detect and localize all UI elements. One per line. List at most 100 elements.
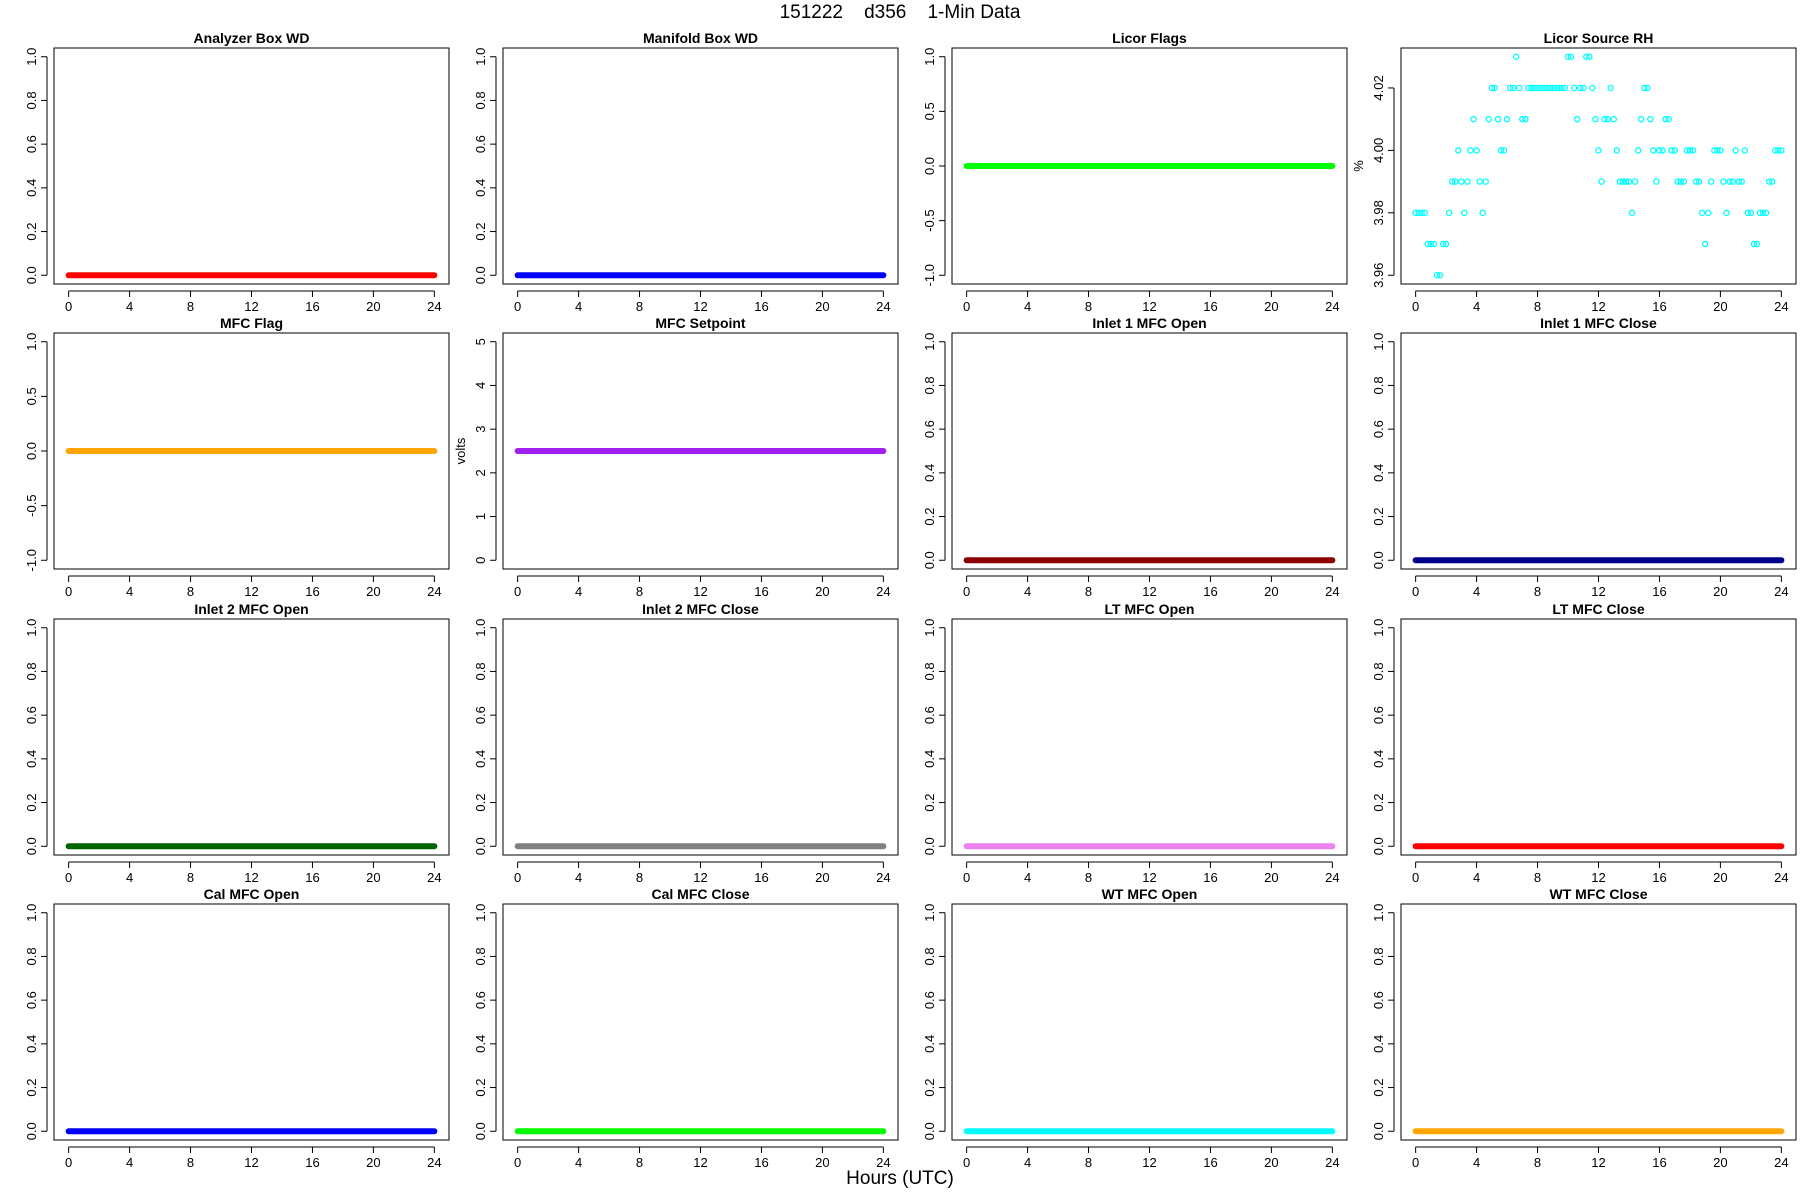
y-tick-label: 1.0: [922, 619, 937, 637]
x-tick-label: 0: [514, 1155, 521, 1170]
data-point: [1671, 147, 1678, 154]
x-tick-label: 0: [514, 870, 521, 885]
x-tick-label: 20: [366, 584, 380, 599]
y-tick-label: 0.8: [922, 376, 937, 394]
data-point: [1753, 240, 1761, 248]
x-tick-label: 24: [427, 299, 441, 314]
chart-panel: Analyzer Box WD 0 4 8 12 16 20 24 0.0 0.2 0.4 0.6 0.…: [24, 30, 450, 314]
y-tick-label: 1.0: [1371, 904, 1386, 922]
x-tick-label: 8: [636, 584, 643, 599]
panel-title: Inlet 2 MFC Close: [642, 601, 759, 617]
data-point: [1714, 147, 1721, 154]
data-point: [1634, 147, 1642, 154]
data-point: [1628, 209, 1636, 217]
data-point: [1479, 209, 1486, 217]
data-point: [1476, 178, 1483, 185]
data-point: [1741, 147, 1749, 154]
panel-title: WT MFC Open: [1102, 886, 1198, 902]
x-tick-label: 24: [1774, 299, 1788, 314]
chart-panel: MFC Flag 0 4 8 12 16 20 24 -1.0 -0.5 0.0 0.5 1.0: [24, 315, 450, 599]
y-tick-label: 0.4: [473, 750, 488, 768]
chart-panel: Cal MFC Open 0 4 8 12 16 20 24 0.0 0.2 0.4 0.6 0.8 1.…: [24, 886, 450, 1170]
y-axis-label: %: [1351, 160, 1366, 172]
y-tick-label: 0.6: [922, 991, 937, 1009]
x-tick-label: 20: [815, 1155, 829, 1170]
y-tick-label: 0.8: [922, 947, 937, 965]
y-tick-label: 0.8: [1371, 947, 1386, 965]
data-point: [1647, 115, 1654, 123]
data-point: [1537, 84, 1544, 92]
x-tick-label: 16: [1203, 1155, 1217, 1170]
x-tick-label: 8: [1085, 584, 1092, 599]
y-tick-label: 0.8: [922, 662, 937, 680]
y-tick-label: 0.6: [1371, 991, 1386, 1009]
data-point: [1656, 147, 1663, 154]
data-point: [1616, 178, 1624, 185]
y-tick-label: 1.0: [473, 48, 488, 66]
data-point: [1683, 147, 1691, 154]
y-tick-label: 0.4: [922, 750, 937, 768]
y-tick-label: 0.6: [473, 991, 488, 1009]
y-tick-label: 0.2: [473, 223, 488, 241]
x-tick-label: 12: [1142, 870, 1156, 885]
chart-panel: Licor Flags 0 4 8 12 16 20 24 -1.0 -0.5 0.0 0.5 1.0: [922, 30, 1348, 314]
data-point: [1427, 240, 1435, 248]
x-tick-label: 0: [963, 1155, 970, 1170]
y-tick-label: 0.0: [922, 157, 937, 175]
y-tick-label: 0.6: [1371, 706, 1386, 724]
x-tick-label: 20: [1713, 584, 1727, 599]
y-tick-label: 3.96: [1371, 263, 1386, 288]
data-point: [1445, 209, 1453, 217]
data-point: [1686, 147, 1694, 154]
plot-frame: [502, 903, 899, 1141]
y-tick-label: 0.2: [922, 1079, 937, 1097]
x-tick-label: 8: [1085, 1155, 1092, 1170]
data-point: [1720, 178, 1727, 185]
y-tick-label: -0.5: [24, 494, 39, 516]
data-series: [1412, 53, 1785, 279]
x-tick-label: 0: [65, 1155, 72, 1170]
plot-frame: [502, 618, 899, 856]
y-tick-label: 1.0: [473, 904, 488, 922]
y-tick-label: 0.0: [473, 837, 488, 855]
data-point: [1485, 115, 1493, 123]
data-point: [1512, 53, 1520, 60]
y-tick-label: 0.2: [473, 1079, 488, 1097]
x-tick-label: 24: [1325, 299, 1339, 314]
x-tick-label: 24: [876, 870, 890, 885]
x-tick-label: 24: [427, 1155, 441, 1170]
y-tick-label: 0.8: [24, 947, 39, 965]
x-tick-label: 16: [754, 1155, 768, 1170]
x-tick-label: 0: [963, 584, 970, 599]
panel-title: Cal MFC Open: [204, 886, 300, 902]
x-tick-label: 16: [1652, 584, 1666, 599]
panel-title: Analyzer Box WD: [194, 30, 310, 46]
x-tick-label: 8: [1534, 299, 1541, 314]
data-point: [1659, 147, 1666, 154]
x-tick-label: 0: [65, 584, 72, 599]
data-point: [1412, 209, 1419, 217]
x-tick-label: 0: [963, 870, 970, 885]
x-tick-label: 0: [1412, 299, 1419, 314]
x-tick-label: 4: [1024, 1155, 1031, 1170]
data-point: [1494, 115, 1502, 123]
data-point: [1461, 209, 1468, 217]
y-tick-label: 0.0: [1371, 837, 1386, 855]
panel-title: Inlet 1 MFC Close: [1540, 315, 1657, 331]
data-point: [1653, 178, 1660, 185]
x-tick-label: 8: [1085, 870, 1092, 885]
data-point: [1500, 147, 1508, 154]
y-tick-label: 0.4: [1371, 1035, 1386, 1053]
data-point: [1567, 53, 1575, 60]
data-point: [1509, 84, 1517, 92]
data-point: [1735, 178, 1742, 185]
x-tick-label: 12: [244, 584, 258, 599]
y-tick-label: 0.2: [922, 508, 937, 526]
panel-title: Inlet 2 MFC Open: [194, 601, 308, 617]
y-tick-label: 0.4: [24, 1035, 39, 1053]
data-point: [1775, 147, 1782, 154]
y-axis-label: volts: [453, 437, 468, 464]
x-tick-label: 16: [754, 584, 768, 599]
data-point: [1631, 178, 1639, 185]
x-tick-label: 16: [1652, 1155, 1666, 1170]
